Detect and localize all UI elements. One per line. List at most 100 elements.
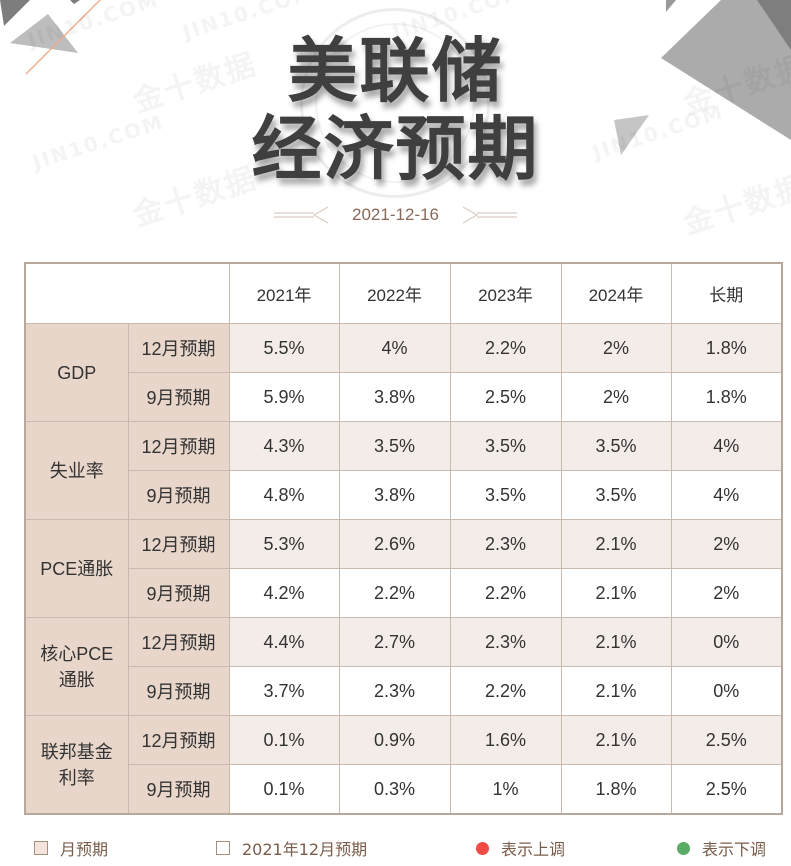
value-cell: 2.1% — [560, 617, 672, 667]
value-cell: 2.1% — [560, 666, 672, 716]
indicator-label: 联邦基金 利率 — [24, 715, 129, 815]
value-cell: 2.1% — [560, 715, 672, 765]
value-cell: 0% — [670, 666, 783, 716]
table-row: 9月预期 5.9% 3.8% 2.5% 2% 1.8% — [25, 372, 783, 422]
indicator-label: 失业率 — [24, 421, 129, 520]
left-ornament-icon — [274, 206, 329, 224]
page-title-line2: 经济预期 — [251, 108, 540, 190]
value-cell: 2.2% — [449, 323, 562, 373]
table-header-row: 2021年 2022年 2023年 2024年 长期 — [24, 262, 783, 324]
value-cell: 0.1% — [228, 764, 340, 815]
report-date: 2021-12-16 — [352, 205, 439, 224]
value-cell: 1.6% — [449, 715, 562, 765]
value-cell: 4% — [338, 323, 451, 373]
value-cell: 5.3% — [228, 519, 340, 569]
value-cell: 2% — [560, 323, 672, 373]
value-cell: 2.3% — [449, 617, 562, 667]
corner-cell — [24, 262, 230, 324]
table-row: 9月预期 4.2% 2.2% 2.2% 2.1% 2% — [25, 568, 783, 618]
swatch-square-icon — [34, 841, 48, 855]
legend-item-dec: 2021年12月预期 — [216, 836, 367, 860]
value-cell: 1.8% — [670, 323, 783, 373]
value-cell: 2% — [560, 372, 672, 422]
projection-label: 9月预期 — [127, 470, 230, 520]
value-cell: 3.5% — [560, 470, 672, 520]
value-cell: 0% — [670, 617, 783, 667]
table-row: 失业率 12月预期 4.3% 3.5% 3.5% 3.5% 4% — [24, 421, 783, 520]
value-cell: 3.5% — [449, 421, 562, 471]
page-title-line1: 美联储 — [287, 30, 504, 112]
projection-label: 12月预期 — [127, 519, 230, 569]
date-banner: 2021-12-16 — [0, 200, 791, 230]
value-cell: 2.3% — [338, 666, 451, 716]
projection-label: 12月预期 — [127, 421, 230, 471]
column-header: 长期 — [670, 262, 783, 324]
value-cell: 2.5% — [670, 715, 783, 765]
value-cell: 2.7% — [338, 617, 451, 667]
column-header: 2022年 — [338, 262, 451, 324]
indicator-label-line1: 联邦基金 — [40, 741, 113, 762]
indicator-label: PCE通胀 — [24, 519, 129, 618]
indicator-label: 核心PCE 通胀 — [24, 617, 129, 716]
table-row: PCE通胀 12月预期 5.3% 2.6% 2.3% 2.1% 2% — [24, 519, 783, 618]
projection-label: 12月预期 — [127, 323, 230, 373]
legend: 月预期 2021年12月预期 表示上调 表示下调 — [0, 836, 791, 860]
value-cell: 3.8% — [338, 372, 451, 422]
value-cell: 2.1% — [560, 568, 672, 618]
value-cell: 1.8% — [560, 764, 672, 815]
projections-table: 2021年 2022年 2023年 2024年 长期 GDP 12月预期 5.5… — [24, 262, 783, 815]
value-cell: 3.8% — [338, 470, 451, 520]
right-ornament-icon — [462, 206, 517, 224]
value-cell: 2.6% — [338, 519, 451, 569]
value-cell: 5.9% — [228, 372, 340, 422]
legend-label: 2021年12月预期 — [242, 840, 368, 859]
value-cell: 2.5% — [449, 372, 562, 422]
value-cell: 2.5% — [670, 764, 783, 815]
legend-item-sep: 月预期 — [34, 836, 108, 860]
value-cell: 0.3% — [338, 764, 451, 815]
green-dot-icon — [677, 841, 690, 855]
column-header: 2024年 — [560, 262, 672, 324]
legend-item-down: 表示下调 — [677, 836, 766, 860]
value-cell: 0.1% — [228, 715, 340, 765]
value-cell: 4.2% — [228, 568, 340, 618]
value-cell: 2.2% — [449, 568, 562, 618]
table-row: 9月预期 0.1% 0.3% 1% 1.8% 2.5% — [25, 764, 783, 815]
value-cell: 3.5% — [449, 470, 562, 520]
value-cell: 1.8% — [670, 372, 783, 422]
projection-label: 12月预期 — [127, 617, 230, 667]
indicator-label-line2: 利率 — [58, 767, 95, 788]
table-row: 联邦基金 利率 12月预期 0.1% 0.9% 1.6% 2.1% 2.5% — [24, 715, 783, 815]
value-cell: 3.7% — [228, 666, 340, 716]
value-cell: 4.4% — [228, 617, 340, 667]
projection-label: 9月预期 — [127, 764, 230, 815]
swatch-square-icon — [216, 841, 230, 855]
column-header: 2023年 — [449, 262, 562, 324]
indicator-label-line2: 通胀 — [58, 669, 95, 690]
value-cell: 2.1% — [560, 519, 672, 569]
value-cell: 5.5% — [228, 323, 340, 373]
red-dot-icon — [476, 841, 489, 855]
value-cell: 4% — [670, 421, 783, 471]
projection-label: 9月预期 — [127, 666, 230, 716]
indicator-label: GDP — [24, 323, 129, 422]
value-cell: 2.2% — [449, 666, 562, 716]
projection-label: 9月预期 — [127, 372, 230, 422]
projection-label: 9月预期 — [127, 568, 230, 618]
indicator-label-line1: 核心PCE — [40, 643, 114, 664]
legend-label: 表示下调 — [702, 840, 767, 859]
table-row: 9月预期 3.7% 2.3% 2.2% 2.1% 0% — [25, 666, 783, 716]
fed-seal-background — [300, 8, 490, 198]
projection-label: 12月预期 — [127, 715, 230, 765]
table-row: 核心PCE 通胀 12月预期 4.4% 2.7% 2.3% 2.1% 0% — [24, 617, 783, 716]
legend-item-up: 表示上调 — [476, 836, 565, 860]
legend-label: 月预期 — [60, 840, 109, 859]
value-cell: 2% — [670, 568, 783, 618]
value-cell: 2.3% — [449, 519, 562, 569]
legend-label: 表示上调 — [501, 840, 566, 859]
table-row: 9月预期 4.8% 3.8% 3.5% 3.5% 4% — [25, 470, 783, 520]
value-cell: 4.3% — [228, 421, 340, 471]
value-cell: 3.5% — [338, 421, 451, 471]
value-cell: 2% — [670, 519, 783, 569]
table-row: GDP 12月预期 5.5% 4% 2.2% 2% 1.8% — [24, 323, 783, 422]
